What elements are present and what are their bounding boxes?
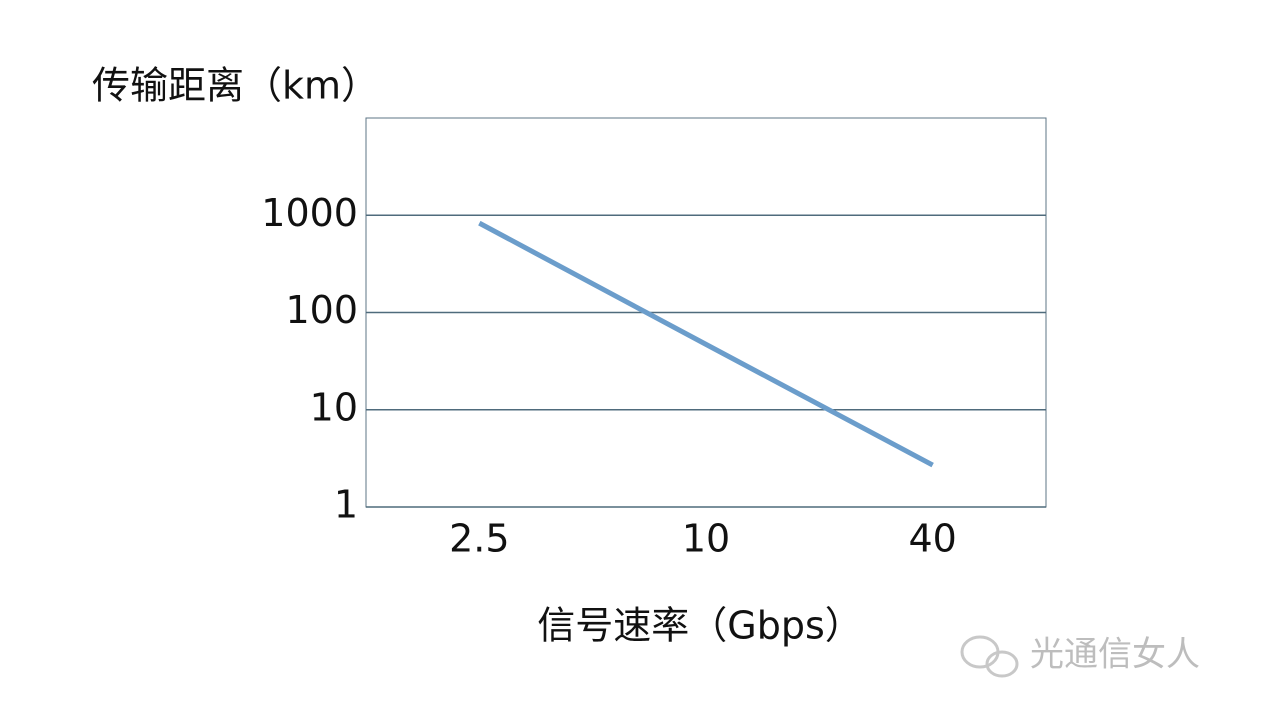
y-tick-label: 1000 — [261, 191, 358, 235]
y-axis-title: 传输距离（km） — [92, 64, 379, 108]
watermark-icon — [960, 635, 1019, 678]
y-tick-label: 100 — [285, 288, 358, 332]
x-axis-title: 信号速率（Gbps） — [537, 604, 863, 648]
watermark: 光通信女人 — [1030, 635, 1200, 675]
y-tick-label: 10 — [310, 385, 358, 429]
x-tick-label: 40 — [908, 517, 956, 561]
x-tick-label: 2.5 — [449, 517, 509, 561]
data-line — [478, 220, 934, 468]
y-tick-label: 1 — [334, 483, 358, 527]
x-tick-label: 10 — [682, 517, 730, 561]
